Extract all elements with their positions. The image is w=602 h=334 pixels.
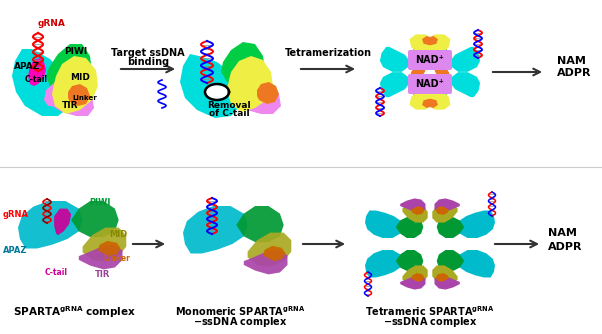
Polygon shape (227, 56, 273, 112)
Text: Target ssDNA: Target ssDNA (111, 48, 185, 58)
Polygon shape (432, 266, 458, 285)
Text: $\mathbf{Monomeric\ SPARTA}^{\mathbf{gRNA}}$: $\mathbf{Monomeric\ SPARTA}^{\mathbf{gRN… (175, 304, 305, 318)
Polygon shape (427, 99, 438, 108)
Polygon shape (436, 273, 449, 282)
Polygon shape (54, 209, 71, 235)
Polygon shape (247, 232, 291, 267)
Text: C-tail: C-tail (45, 268, 68, 277)
Polygon shape (98, 241, 120, 256)
Polygon shape (432, 203, 458, 222)
Polygon shape (82, 227, 126, 262)
Polygon shape (409, 75, 430, 96)
Polygon shape (436, 217, 464, 238)
Text: binding: binding (127, 57, 169, 67)
Text: APAZ: APAZ (14, 62, 40, 71)
Polygon shape (427, 36, 438, 45)
Text: $\mathbf{Tetrameric\ SPARTA}^{\mathbf{gRNA}}$: $\mathbf{Tetrameric\ SPARTA}^{\mathbf{gR… (365, 304, 495, 318)
Text: of C-tail: of C-tail (209, 109, 249, 118)
Polygon shape (426, 88, 450, 110)
Polygon shape (396, 250, 423, 271)
Polygon shape (380, 47, 409, 72)
Polygon shape (411, 206, 424, 215)
Text: $\mathbf{-ssDNA\ complex}$: $\mathbf{-ssDNA\ complex}$ (193, 315, 287, 329)
Polygon shape (231, 78, 281, 114)
Polygon shape (400, 275, 426, 290)
Polygon shape (71, 201, 119, 237)
Polygon shape (221, 42, 265, 90)
Text: APAZ: APAZ (3, 246, 28, 255)
Polygon shape (458, 250, 495, 278)
Polygon shape (436, 206, 449, 215)
Text: Linker: Linker (72, 95, 97, 101)
Text: NAD⁺: NAD⁺ (415, 79, 444, 89)
Polygon shape (400, 198, 426, 213)
Polygon shape (365, 250, 402, 278)
Polygon shape (458, 210, 495, 238)
Polygon shape (244, 250, 288, 275)
Text: C-tail: C-tail (25, 75, 48, 84)
Polygon shape (402, 266, 427, 285)
Ellipse shape (411, 66, 426, 78)
Polygon shape (52, 56, 98, 114)
Polygon shape (263, 246, 285, 261)
Polygon shape (409, 34, 435, 56)
Text: gRNA: gRNA (38, 19, 66, 28)
Text: Linker: Linker (103, 254, 130, 263)
Polygon shape (450, 47, 480, 72)
Polygon shape (436, 250, 464, 271)
Polygon shape (409, 48, 430, 69)
Text: PIWI: PIWI (64, 47, 87, 56)
Polygon shape (44, 80, 94, 116)
Ellipse shape (435, 66, 449, 78)
Text: Removal: Removal (207, 101, 251, 110)
Text: TIR: TIR (62, 101, 78, 110)
Polygon shape (46, 44, 92, 94)
Polygon shape (422, 99, 433, 108)
Polygon shape (28, 58, 46, 86)
Polygon shape (180, 54, 240, 118)
Text: NAM: NAM (557, 56, 586, 66)
Polygon shape (402, 203, 427, 222)
Polygon shape (257, 82, 279, 104)
Polygon shape (183, 206, 247, 254)
Polygon shape (422, 36, 433, 45)
Polygon shape (68, 84, 90, 106)
FancyBboxPatch shape (408, 74, 452, 94)
Polygon shape (380, 72, 409, 97)
Polygon shape (79, 245, 122, 270)
Polygon shape (450, 72, 480, 97)
Text: PIWI: PIWI (89, 198, 110, 207)
Text: TIR: TIR (95, 270, 110, 279)
Polygon shape (426, 34, 450, 56)
Polygon shape (435, 198, 460, 213)
Polygon shape (411, 273, 424, 282)
Polygon shape (236, 206, 284, 242)
Polygon shape (18, 201, 82, 248)
Text: MID: MID (109, 230, 127, 239)
Text: gRNA: gRNA (3, 210, 29, 219)
Polygon shape (409, 88, 435, 110)
Polygon shape (396, 217, 423, 238)
Text: MID: MID (70, 73, 90, 82)
Text: ADPR: ADPR (557, 68, 592, 78)
Polygon shape (430, 48, 450, 69)
Text: $\mathbf{SPARTA}^{\mathbf{gRNA}}\mathbf{\ complex}$: $\mathbf{SPARTA}^{\mathbf{gRNA}}\mathbf{… (13, 304, 137, 320)
Polygon shape (365, 210, 402, 238)
Text: ADPR: ADPR (548, 242, 583, 252)
Polygon shape (12, 49, 70, 116)
Polygon shape (435, 275, 460, 290)
Polygon shape (430, 75, 450, 96)
Text: $\mathbf{-ssDNA\ complex}$: $\mathbf{-ssDNA\ complex}$ (383, 315, 477, 329)
FancyBboxPatch shape (408, 50, 452, 70)
Ellipse shape (206, 85, 228, 99)
Text: NAM: NAM (548, 228, 577, 238)
Text: NAD⁺: NAD⁺ (415, 55, 444, 65)
Text: Tetramerization: Tetramerization (285, 48, 371, 58)
